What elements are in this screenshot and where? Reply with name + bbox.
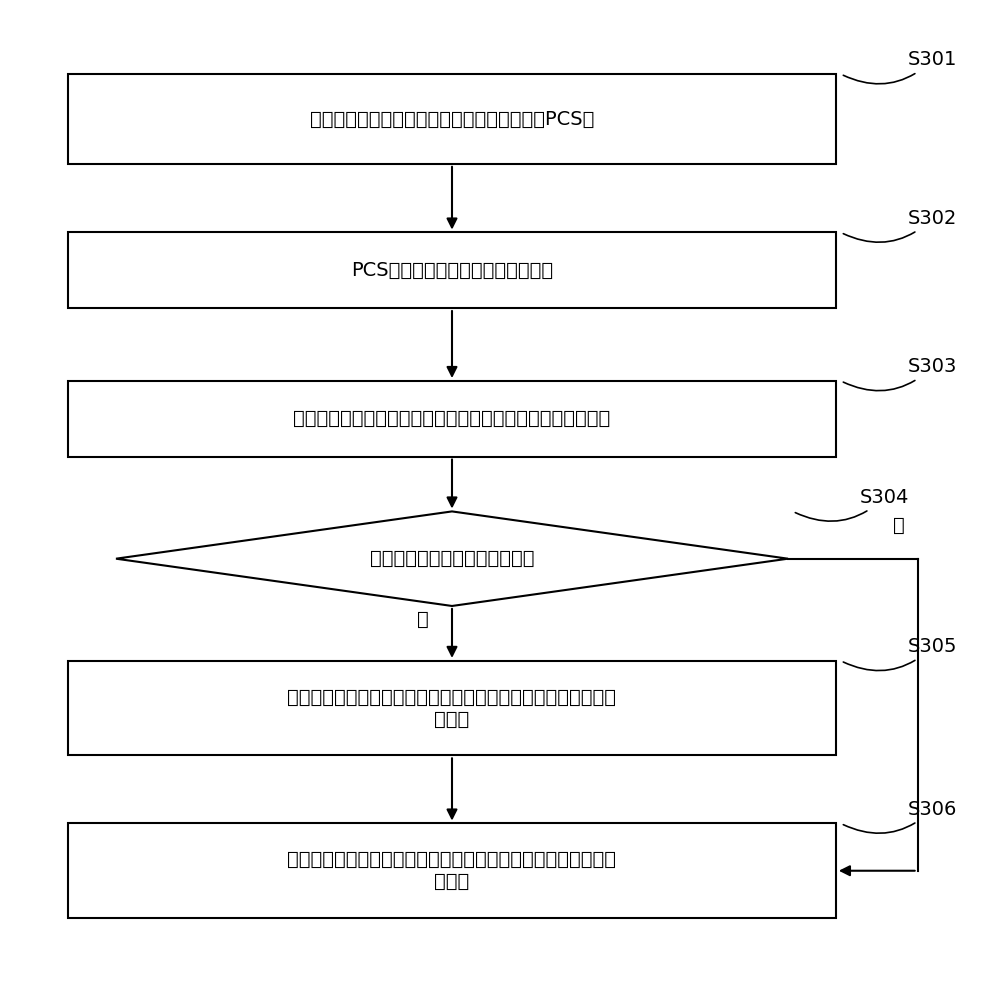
Text: 协议包通道管理模块对数据进行通道区分管理，并将数据传输至
协议层: 协议包通道管理模块对数据进行通道区分管理，并将数据传输至 协议层: [288, 688, 616, 729]
Bar: [68, 823, 836, 918]
Text: 否: 否: [893, 516, 904, 535]
Text: S306: S306: [843, 800, 957, 833]
Text: S303: S303: [843, 358, 957, 391]
Bar: [68, 232, 836, 308]
Bar: [68, 661, 836, 755]
Text: PCS层传输模块接收另一芯片的数据: PCS层传输模块接收另一芯片的数据: [351, 261, 553, 280]
Text: S302: S302: [843, 209, 957, 242]
Text: 数据解码模块对数据进行解码，数据解扰模块对数据进行解扰: 数据解码模块对数据进行解码，数据解扰模块对数据进行解扰: [293, 409, 611, 428]
Bar: [68, 74, 836, 164]
Text: 是: 是: [417, 610, 429, 628]
Text: S301: S301: [843, 50, 957, 84]
Polygon shape: [116, 511, 788, 606]
Text: 重传控制模块在数据校验模块检测到数据传输异常时发出数据重
传请求: 重传控制模块在数据校验模块检测到数据传输异常时发出数据重 传请求: [288, 850, 616, 891]
Text: S304: S304: [795, 488, 909, 521]
Text: 链路训练模块进行链路训练，同步芯片之间的PCS层: 链路训练模块进行链路训练，同步芯片之间的PCS层: [310, 109, 594, 128]
Text: 数据检测模块检测数据是否正确: 数据检测模块检测数据是否正确: [370, 550, 534, 568]
Bar: [68, 381, 836, 457]
Text: S305: S305: [843, 637, 958, 671]
